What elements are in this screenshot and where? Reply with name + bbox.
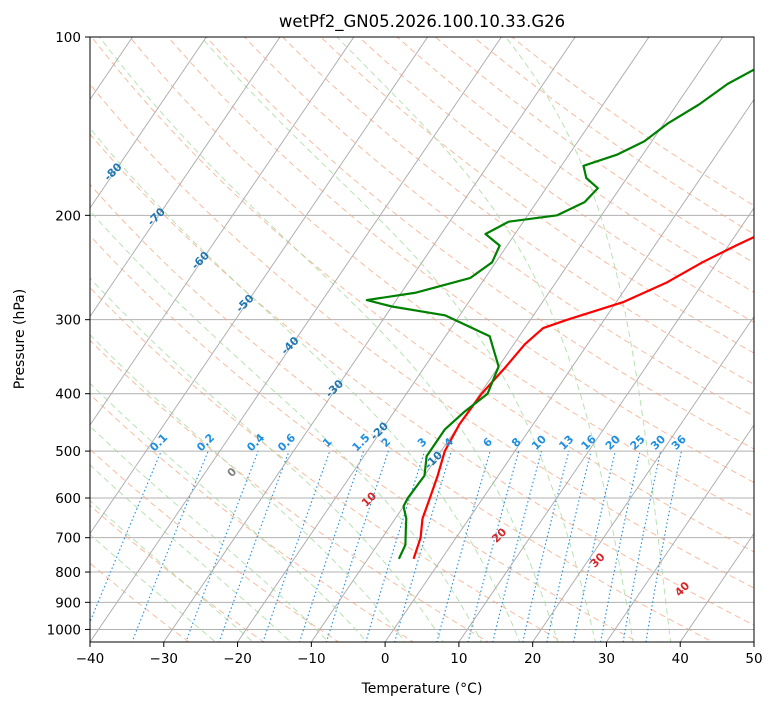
y-tick-label: 700 [55,531,81,547]
x-tick-label: 30 [598,651,615,667]
moist-adiabat-line [90,334,406,642]
y-axis-label: Pressure (hPa) [12,289,28,389]
moist-adiabat-line [90,425,330,642]
y-tick-label: 500 [55,444,81,460]
mixing-ratio-line [467,450,520,642]
moist-adiabats [90,37,672,642]
mixing-ratio-line [622,450,662,642]
mixing-ratio-line [572,450,616,642]
mixing-ratio-line [546,450,592,642]
y-tick-label: 900 [55,595,81,611]
moist-adiabat-line [90,499,254,642]
moist-adiabat-line [200,37,597,642]
isotherm-line [90,37,429,535]
y-tick-label: 300 [55,313,81,329]
mixing-ratio-line [90,450,162,624]
y-axis-ticks: 100 200 300 400 500 600 700 800 900 1000 [47,30,90,638]
x-tick-label: −10 [297,651,326,667]
isotherm-line [236,37,650,642]
isotherm-line [90,37,281,318]
isotherm-line [90,37,503,642]
moist-adiabat-line [90,464,292,642]
moist-adiabat-line [99,37,559,642]
dry-adiabat-line [129,37,754,518]
mixing-ratio-line [492,450,543,642]
mixing-ratio-line [131,450,209,642]
plot-frame [89,36,755,643]
isotherm-line [679,532,754,642]
isotherm-line [90,37,207,209]
isotherms [90,37,754,642]
moist-adiabat-line [90,127,521,642]
y-tick-label: 200 [55,208,81,224]
x-tick-label: 20 [524,651,541,667]
moist-adiabat-line [90,382,368,642]
moist-adiabat-line [90,277,444,642]
dry-adiabat-line [90,235,639,642]
dry-adiabat-line [90,339,490,642]
mixing-ratio-line [394,450,452,642]
x-axis-label: Temperature (°C) [361,681,483,697]
mixing-ratio-line [185,450,259,642]
x-tick-label: 50 [745,651,762,667]
dry-adiabat-line [205,37,754,450]
dry-adiabat-line [90,448,340,642]
moist-adiabat-line [90,533,217,642]
pressure-gridlines [90,37,754,630]
dry-adiabat-line [90,133,754,626]
moist-adiabat-line [90,210,483,642]
chart-title: wetPf2_GN05.2026.100.10.33.G26 [279,12,565,32]
x-tick-label: −40 [76,651,105,667]
y-tick-label: 600 [55,491,81,507]
dry-adiabat-line [167,37,754,484]
mixing-ratio-line [600,450,641,642]
x-tick-label: −20 [223,651,252,667]
dry-adiabat-line [90,83,754,589]
dry-adiabat-line [90,504,265,642]
isotherm-line [532,315,754,642]
y-tick-label: 400 [55,387,81,403]
dry-adiabats [90,37,754,642]
moist-adiabat-line [505,37,672,642]
isotherm-line [605,424,754,642]
temperature-profile-line [412,235,754,560]
dry-adiabat-line [90,183,714,642]
sounding-profiles [365,68,754,560]
x-tick-label: −30 [150,651,179,667]
dry-adiabat-line [281,37,754,385]
mixing-ratio-line [365,450,426,642]
mixing-ratio-lines [90,450,682,642]
isotherm-line [458,207,754,642]
y-tick-label: 1000 [47,622,81,638]
y-tick-label: 100 [55,30,81,46]
isotherm-line [310,37,724,642]
dewpoint-profile-line [365,68,754,560]
moist-adiabat-line [336,37,634,642]
mixing-ratio-line [522,450,570,642]
x-tick-label: 10 [450,651,467,667]
y-tick-label: 800 [55,565,81,581]
isotherm-line [90,37,355,426]
isotherm-line [163,37,576,642]
x-axis-ticks: −40 −30 −20 −10 0 10 20 30 40 50 [76,642,763,667]
dry-adiabat-line [243,37,754,417]
x-tick-label: 40 [672,651,689,667]
dry-adiabat-line [90,286,564,642]
x-tick-label: 0 [381,651,390,667]
isotherm-line [384,98,754,642]
plot-background [90,37,754,642]
mixing-ratio-line [436,450,491,642]
